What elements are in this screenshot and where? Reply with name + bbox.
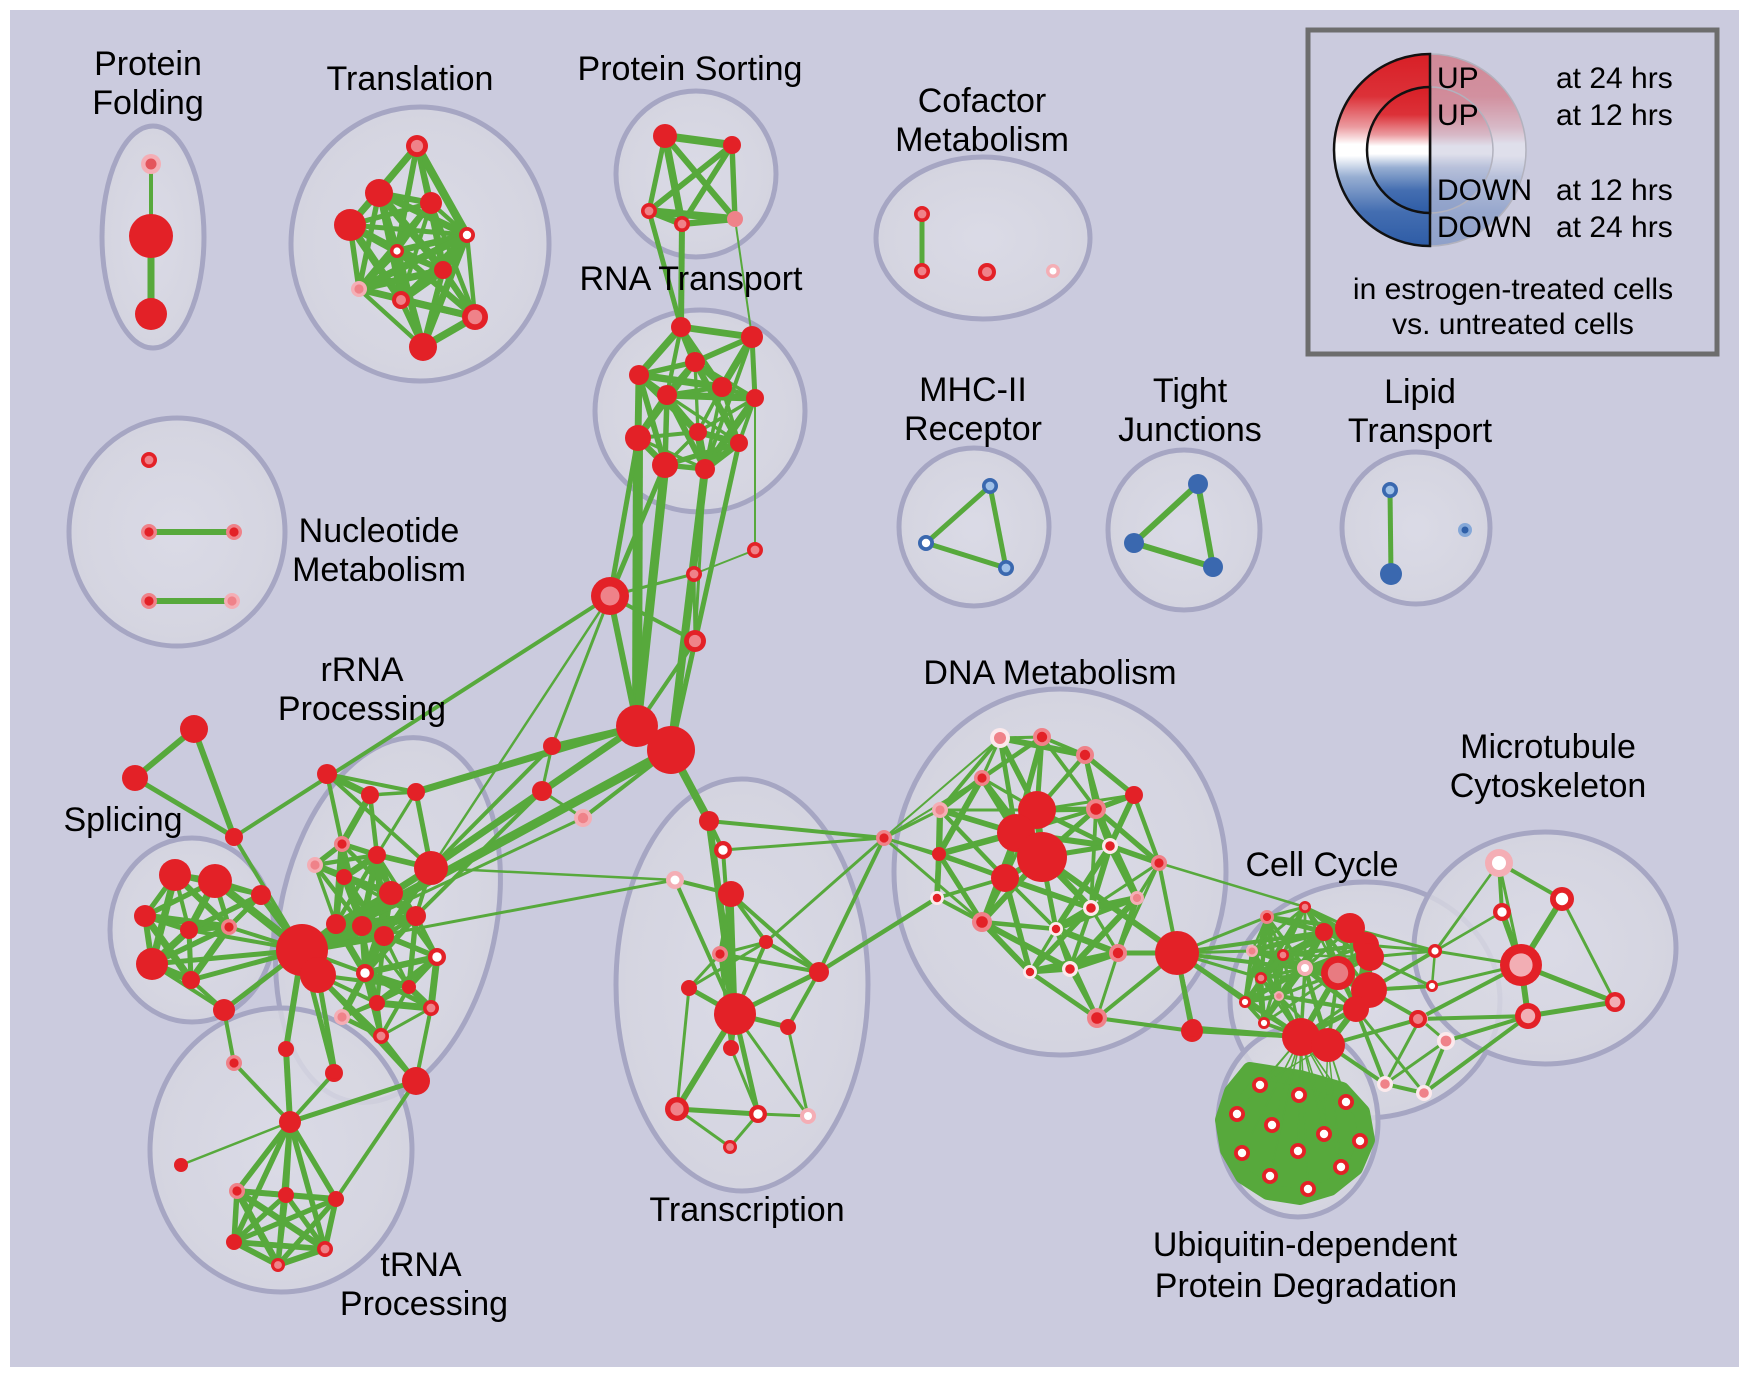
svg-text:MHC-II: MHC-II — [919, 371, 1027, 409]
svg-text:DOWN: DOWN — [1437, 174, 1532, 207]
svg-text:Processing: Processing — [278, 690, 446, 728]
svg-text:rRNA: rRNA — [320, 651, 403, 689]
svg-text:vs. untreated cells: vs. untreated cells — [1392, 308, 1634, 341]
svg-text:Protein: Protein — [94, 45, 202, 83]
svg-text:Protein Sorting: Protein Sorting — [578, 50, 803, 88]
svg-text:Lipid: Lipid — [1384, 373, 1456, 411]
svg-text:UP: UP — [1437, 99, 1479, 132]
svg-text:Cell Cycle: Cell Cycle — [1245, 846, 1398, 884]
svg-text:UP: UP — [1437, 62, 1479, 95]
svg-text:in estrogen-treated cells: in estrogen-treated cells — [1353, 273, 1673, 306]
svg-text:Nucleotide: Nucleotide — [299, 512, 460, 550]
svg-text:at 24 hrs: at 24 hrs — [1556, 211, 1673, 244]
svg-text:Splicing: Splicing — [63, 801, 182, 839]
svg-text:DNA Metabolism: DNA Metabolism — [923, 654, 1176, 692]
svg-text:RNA Transport: RNA Transport — [580, 260, 804, 298]
svg-text:Tight: Tight — [1153, 372, 1228, 410]
svg-text:at 24 hrs: at 24 hrs — [1556, 62, 1673, 95]
svg-text:Processing: Processing — [340, 1285, 508, 1323]
svg-text:Transcription: Transcription — [649, 1191, 844, 1229]
svg-text:Cofactor: Cofactor — [918, 82, 1047, 120]
svg-text:Ubiquitin-dependent: Ubiquitin-dependent — [1153, 1226, 1458, 1264]
svg-text:Metabolism: Metabolism — [895, 121, 1069, 159]
svg-text:Microtubule: Microtubule — [1460, 728, 1636, 766]
svg-text:Receptor: Receptor — [904, 410, 1042, 448]
svg-text:DOWN: DOWN — [1437, 211, 1532, 244]
svg-text:Folding: Folding — [92, 84, 204, 122]
svg-text:Translation: Translation — [327, 60, 494, 98]
svg-text:Junctions: Junctions — [1118, 411, 1262, 449]
svg-text:Transport: Transport — [1348, 412, 1493, 450]
svg-text:at 12 hrs: at 12 hrs — [1556, 174, 1673, 207]
svg-text:at 12 hrs: at 12 hrs — [1556, 99, 1673, 132]
svg-text:Cytoskeleton: Cytoskeleton — [1450, 767, 1647, 805]
svg-text:Protein Degradation: Protein Degradation — [1155, 1267, 1457, 1305]
svg-text:tRNA: tRNA — [380, 1246, 462, 1284]
svg-text:Metabolism: Metabolism — [292, 551, 466, 589]
